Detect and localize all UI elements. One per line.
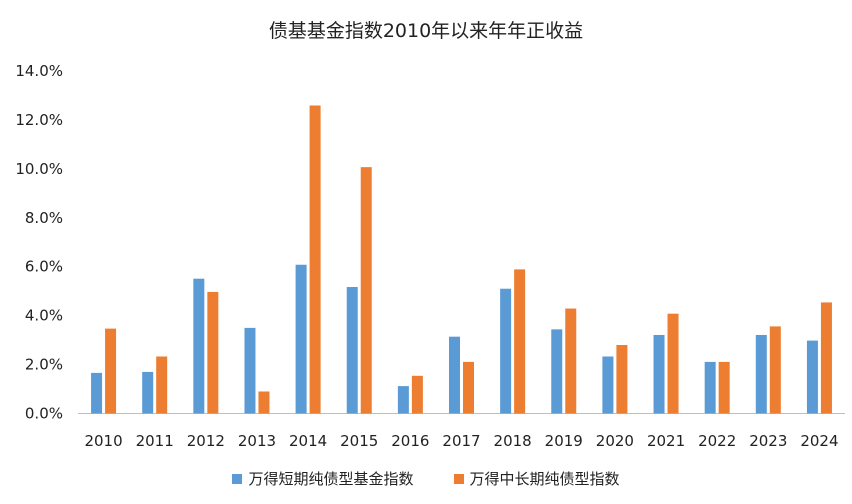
x-tick-label: 2014 xyxy=(289,432,327,450)
x-tick-label: 2017 xyxy=(442,432,480,450)
bar-2017-series-1 xyxy=(449,336,460,414)
bar-2022-series-1 xyxy=(704,361,716,414)
y-tick-label: 12.0% xyxy=(15,111,63,129)
bar-2010-series-2 xyxy=(105,328,117,414)
x-tick-label: 2010 xyxy=(84,432,122,450)
y-tick-label: 8.0% xyxy=(25,209,63,227)
bar-2012-series-2 xyxy=(207,291,219,414)
legend-item-mid-long-term: 万得中长期纯债型指数 xyxy=(453,468,620,489)
bar-2022-series-2 xyxy=(718,361,730,414)
bar-2023-series-2 xyxy=(769,326,781,414)
bar-2024-series-1 xyxy=(806,340,818,414)
x-tick-label: 2012 xyxy=(187,432,225,450)
bar-2020-series-1 xyxy=(602,356,614,414)
x-tick-label: 2023 xyxy=(749,432,787,450)
bar-2014-series-2 xyxy=(309,105,321,414)
x-tick-label: 2013 xyxy=(238,432,276,450)
legend-swatch xyxy=(453,473,464,484)
bar-2020-series-2 xyxy=(616,345,628,414)
y-tick-label: 10.0% xyxy=(15,160,63,178)
x-tick-label: 2018 xyxy=(494,432,532,450)
x-tick-label: 2021 xyxy=(647,432,685,450)
bar-2024-series-2 xyxy=(820,302,832,414)
bar-2015-series-1 xyxy=(346,287,358,414)
bar-2011-series-2 xyxy=(156,356,168,414)
bar-2016-series-2 xyxy=(411,375,423,414)
x-tick-label: 2019 xyxy=(545,432,583,450)
bar-2021-series-2 xyxy=(667,313,679,414)
bar-2013-series-2 xyxy=(258,391,270,414)
bar-2017-series-2 xyxy=(463,361,474,414)
bar-2016-series-1 xyxy=(397,386,409,414)
bar-2019-series-2 xyxy=(565,308,577,414)
legend-label: 万得短期纯债型基金指数 xyxy=(248,470,414,488)
bar-2015-series-2 xyxy=(360,167,372,414)
bar-2023-series-1 xyxy=(755,334,767,414)
bar-2011-series-1 xyxy=(142,371,154,414)
bar-2018-series-2 xyxy=(514,269,526,414)
x-tick-label: 2020 xyxy=(596,432,634,450)
y-tick-label: 4.0% xyxy=(25,307,63,325)
legend-label: 万得中长期纯债型指数 xyxy=(469,470,620,488)
bar-2012-series-1 xyxy=(193,278,205,414)
bar-2018-series-1 xyxy=(500,288,512,414)
y-tick-label: 14.0% xyxy=(15,62,63,80)
bar-2014-series-1 xyxy=(295,264,307,414)
bar-2013-series-1 xyxy=(244,327,256,414)
y-tick-label: 6.0% xyxy=(25,258,63,276)
x-tick-label: 2011 xyxy=(136,432,174,450)
bar-2010-series-1 xyxy=(91,372,103,414)
legend-swatch xyxy=(232,473,243,484)
x-tick-label: 2016 xyxy=(391,432,429,450)
x-tick-label: 2022 xyxy=(698,432,736,450)
y-tick-label: 2.0% xyxy=(25,356,63,374)
legend-item-short-term: 万得短期纯债型基金指数 xyxy=(232,468,414,489)
bar-2021-series-1 xyxy=(653,334,665,414)
legend: 万得短期纯债型基金指数 万得中长期纯债型指数 xyxy=(0,468,852,489)
x-tick-label: 2015 xyxy=(340,432,378,450)
bar-2019-series-1 xyxy=(551,329,563,414)
y-tick-label: 0.0% xyxy=(25,405,63,423)
x-tick-label: 2024 xyxy=(800,432,838,450)
chart-title: 债基基金指数2010年以来年年正收益 xyxy=(268,20,584,42)
